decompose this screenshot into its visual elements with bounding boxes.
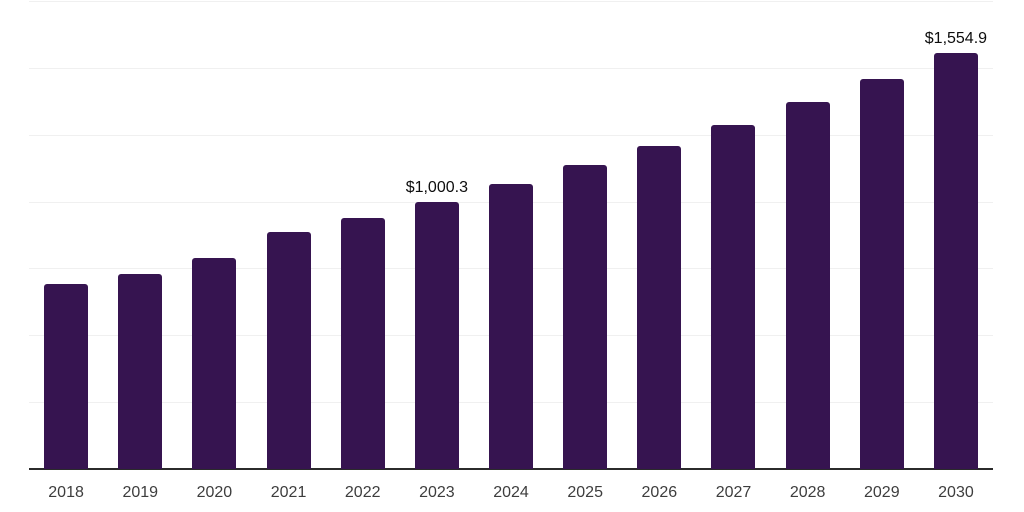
x-tick-label-2018: 2018 — [48, 484, 84, 501]
bar-slot-2018 — [29, 0, 103, 469]
bar-2025 — [563, 165, 608, 469]
bar-slot-2024 — [474, 0, 548, 469]
bar-2020 — [192, 257, 237, 469]
bar-2021 — [266, 232, 311, 469]
bar-2026 — [637, 145, 682, 469]
bar-slot-2030: $1,554.9 — [919, 0, 993, 469]
x-tick-label-2022: 2022 — [344, 484, 381, 501]
x-axis-line — [29, 468, 993, 470]
bar-slot-2026 — [622, 0, 696, 469]
x-tick-label-2030: 2030 — [938, 484, 974, 501]
bar-slot-2020 — [177, 0, 251, 469]
bar-slot-2028 — [771, 0, 845, 469]
bar-slot-2022 — [326, 0, 400, 469]
x-tick-label-2021: 2021 — [270, 484, 307, 501]
bar-slot-2025 — [548, 0, 622, 469]
gridline — [29, 67, 993, 69]
bar-2023 — [414, 201, 459, 469]
bar-2030 — [933, 53, 978, 469]
bar-slot-2023: $1,000.3 — [400, 0, 474, 469]
x-tick-label-2028: 2028 — [789, 484, 826, 501]
bar-slot-2029 — [845, 0, 919, 469]
bar-2024 — [488, 184, 533, 469]
x-tick-label-2023: 2023 — [419, 484, 455, 501]
x-tick-label-2027: 2027 — [715, 484, 752, 501]
bar-slot-2021 — [251, 0, 325, 469]
x-tick-label-2026: 2026 — [641, 484, 678, 501]
x-tick-label-2020: 2020 — [196, 484, 233, 501]
bar-value-label-2023: $1,000.3 — [405, 178, 468, 196]
bar-2029 — [859, 78, 904, 469]
x-axis-labels: 2018 2019 2020 2021 2022 2023 2024 2025 2026 2027… — [29, 483, 993, 502]
bar-slot-2019 — [103, 0, 177, 469]
bar-2028 — [785, 102, 830, 469]
bar-2027 — [711, 124, 756, 469]
x-tick-label-2024: 2024 — [493, 484, 529, 501]
gridline — [29, 1, 993, 2]
x-tick-label-2019: 2019 — [122, 484, 159, 501]
bar-2018 — [44, 284, 89, 469]
bar-value-label-2030: $1,554.9 — [924, 30, 988, 48]
x-tick-label-2029: 2029 — [864, 484, 900, 501]
bar-2022 — [340, 217, 385, 469]
bar-slot-2027 — [696, 0, 770, 469]
gridline — [29, 134, 993, 136]
x-tick-label-2025: 2025 — [567, 484, 603, 501]
bar-2019 — [118, 273, 163, 469]
